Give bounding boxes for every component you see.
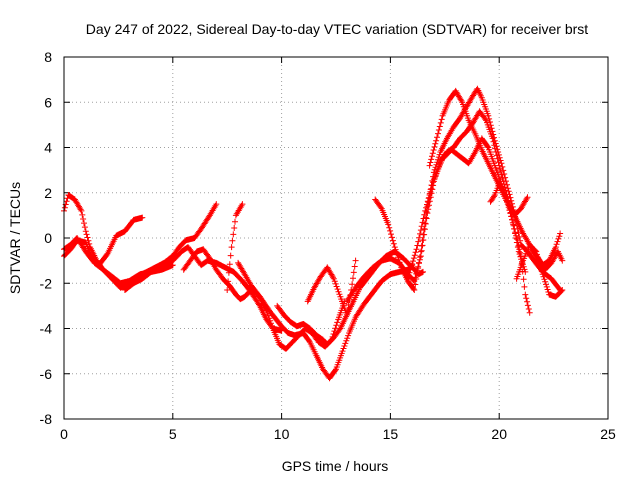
y-tick-label: -8: [40, 411, 53, 427]
y-tick-label: -6: [40, 366, 53, 382]
series-track-8: [246, 262, 416, 382]
series-track-6: [224, 201, 246, 293]
series-track-14: [426, 87, 531, 219]
point-markers: [224, 201, 246, 293]
point-markers: [180, 246, 252, 303]
chart-title: Day 247 of 2022, Sidereal Day-to-day VTE…: [86, 21, 588, 37]
point-markers: [121, 244, 285, 334]
series-track-13: [404, 135, 533, 316]
plot-frame: [63, 56, 609, 420]
y-tick-label: 4: [44, 140, 52, 156]
y-tick-label: -4: [40, 321, 53, 337]
y-tick-label: 8: [44, 49, 52, 65]
x-tick-label: 20: [491, 426, 507, 442]
point-markers: [246, 262, 416, 382]
point-markers: [404, 135, 533, 316]
x-tick-label: 15: [383, 426, 399, 442]
y-tick-label: 6: [44, 94, 52, 110]
y-tick-label: 2: [44, 185, 52, 201]
y-tick-label: 0: [44, 230, 52, 246]
axis-ticks: 0 5 10 15 20 25 -8 -6 -4 -2 0 2 4 6 8: [40, 49, 616, 442]
x-tick-label: 10: [274, 426, 290, 442]
x-axis-label: GPS time / hours: [282, 458, 389, 474]
x-tick-label: 25: [600, 426, 616, 442]
series-track-5: [180, 246, 252, 303]
series-track-4: [121, 244, 285, 334]
y-tick-label: -2: [40, 275, 53, 291]
x-tick-label: 5: [169, 426, 177, 442]
point-markers: [426, 87, 531, 219]
series-track-17: [528, 246, 566, 273]
y-axis-label: SDTVAR / TECUs: [7, 182, 23, 294]
point-markers: [528, 246, 566, 273]
data-marks: [61, 85, 566, 382]
x-tick-label: 0: [60, 426, 68, 442]
